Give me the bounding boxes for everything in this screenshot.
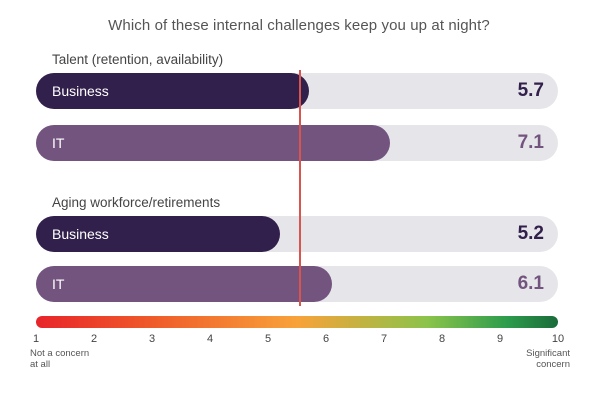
tick-label-9: 9 xyxy=(496,333,504,345)
tick-label-10: 10 xyxy=(551,333,565,345)
tick-label-2: 2 xyxy=(90,333,98,345)
bar-talent-it: IT xyxy=(36,125,390,161)
scale-min-label: Not a concern at all xyxy=(30,348,90,370)
bar-track-talent-it: IT 7.1 xyxy=(36,125,558,161)
bar-label-it: IT xyxy=(52,135,65,151)
tick-label-6: 6 xyxy=(322,333,330,345)
tick-label-7: 7 xyxy=(380,333,388,345)
tick-label-4: 4 xyxy=(206,333,214,345)
reference-line xyxy=(299,70,301,306)
chart-title: Which of these internal challenges keep … xyxy=(108,17,490,34)
bar-track-aging-it: IT 6.1 xyxy=(36,266,558,302)
group-label-aging-workforce: Aging workforce/retirements xyxy=(52,195,221,210)
tick-label-8: 8 xyxy=(438,333,446,345)
bar-aging-it: IT xyxy=(36,266,332,302)
tick-label-1: 1 xyxy=(32,333,40,345)
bar-aging-business: Business xyxy=(36,216,280,252)
tick-label-3: 3 xyxy=(148,333,156,345)
bar-track-aging-business: Business 5.2 xyxy=(36,216,558,252)
tick-label-5: 5 xyxy=(264,333,272,345)
concern-scale-gradient xyxy=(36,316,558,328)
group-label-talent: Talent (retention, availability) xyxy=(52,52,224,67)
bar-label-business: Business xyxy=(52,226,109,242)
bar-track-talent-business: Business 5.7 xyxy=(36,73,558,109)
bar-value-talent-business: 5.7 xyxy=(517,80,544,101)
bar-talent-business: Business xyxy=(36,73,309,109)
bar-value-aging-business: 5.2 xyxy=(517,223,544,244)
bar-value-aging-it: 6.1 xyxy=(517,273,544,294)
bar-label-it: IT xyxy=(52,276,65,292)
bar-label-business: Business xyxy=(52,83,109,99)
bar-value-talent-it: 7.1 xyxy=(517,132,544,153)
scale-max-label: Significant concern xyxy=(526,348,570,370)
